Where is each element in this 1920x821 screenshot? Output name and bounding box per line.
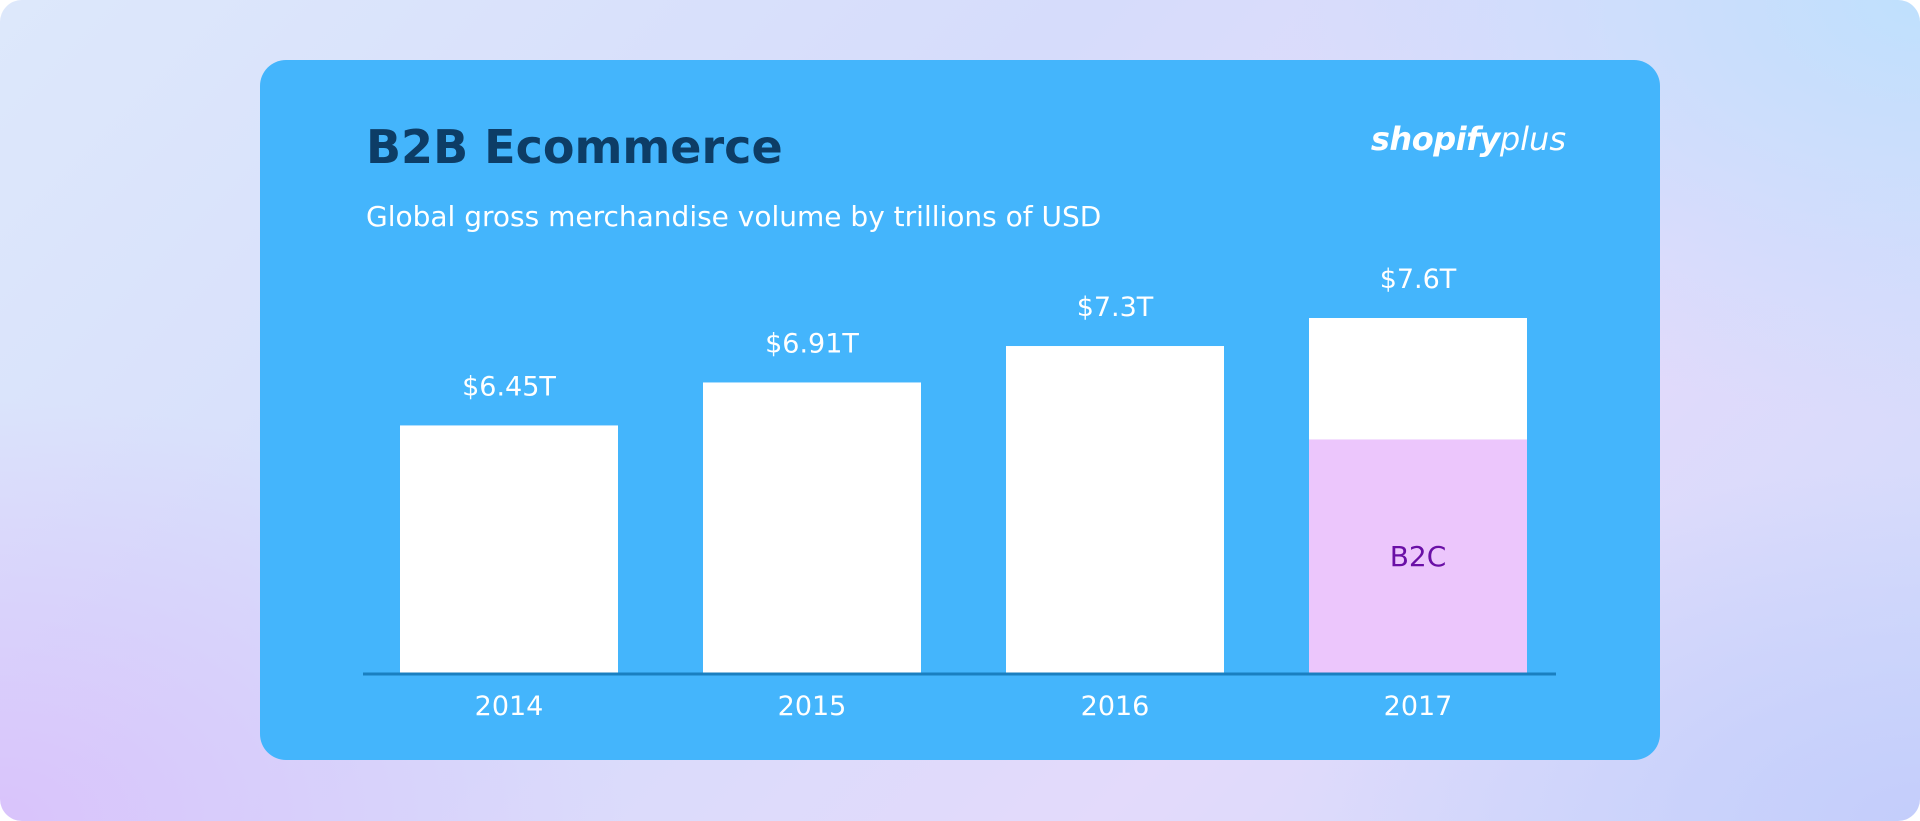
shopify-plus-logo: shopifyplus [1371, 120, 1566, 158]
logo-primary-text: shopify [1370, 120, 1500, 158]
category-label-2017: 2017 [1384, 691, 1453, 722]
value-label-2015: $6.91T [765, 328, 859, 359]
chart-card: B2B Ecommerce Global gross merchandise v… [260, 60, 1660, 760]
bar-chart: $6.45T 2014 $6.91T 2015 $7.3T 2016 B2C $7.6T 201… [363, 264, 1556, 722]
bar-2014 [400, 425, 618, 673]
category-label-2016: 2016 [1081, 691, 1150, 722]
category-label-2014: 2014 [475, 691, 544, 722]
value-label-2016: $7.3T [1077, 292, 1154, 323]
category-label-2015: 2015 [778, 691, 847, 722]
logo-secondary-text: plus [1499, 120, 1566, 158]
bar-2015 [703, 382, 921, 673]
b2c-segment-label: B2C [1390, 540, 1447, 573]
chart-title: B2B Ecommerce [366, 120, 783, 174]
b2c-segment-2017 [1309, 439, 1527, 673]
chart-subtitle: Global gross merchandise volume by trill… [366, 200, 1102, 233]
bar-2016 [1006, 346, 1224, 673]
value-label-2014: $6.45T [462, 371, 556, 402]
value-label-2017: $7.6T [1380, 264, 1457, 295]
